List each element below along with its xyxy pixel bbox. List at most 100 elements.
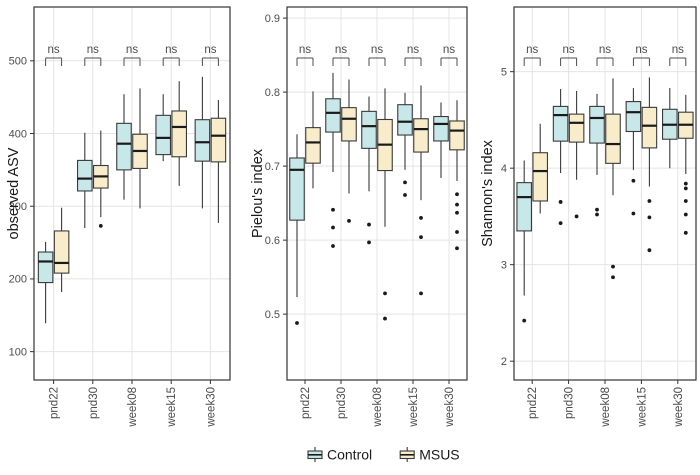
boxplot-control-pnd22 <box>516 160 533 323</box>
outlier-dot <box>383 291 387 296</box>
box-iqr <box>37 251 54 284</box>
panel-observed-asv: 100 200 300 400 500 pnd22 pnd30 week08 week15 wee… <box>6 6 231 428</box>
box-iqr <box>305 127 321 164</box>
outlier-dot <box>367 222 371 227</box>
box-iqr <box>552 105 569 142</box>
outlier-dot <box>295 321 299 325</box>
boxplot-control-week30 <box>433 102 449 178</box>
legend: Control MSUS <box>307 447 460 463</box>
box-iqr <box>361 110 377 149</box>
box-iqr <box>413 118 429 153</box>
outlier-dot <box>522 318 527 323</box>
box-iqr <box>397 104 413 136</box>
outlier-dot <box>98 223 103 228</box>
boxplot-msus-pnd22 <box>53 207 70 293</box>
box-iqr <box>341 107 357 142</box>
box-iqr <box>155 114 171 156</box>
box-iqr <box>532 152 549 202</box>
x-tick-label: pnd22 <box>300 387 312 419</box>
x-tick-label: week08 <box>600 387 612 428</box>
y-axis-title: observed ASV <box>6 147 22 239</box>
boxplot-msus-pnd22 <box>305 91 321 189</box>
ns-label: ns <box>526 44 538 56</box>
panel-border <box>286 6 468 381</box>
x-tick-label: week15 <box>166 387 178 428</box>
significance-annotation: ns <box>296 44 314 66</box>
outlier-dot <box>455 202 459 207</box>
ns-label: ns <box>443 44 455 56</box>
box-iqr <box>641 106 658 149</box>
significance-annotation: ns <box>123 44 141 66</box>
legend-key-control <box>307 447 323 462</box>
x-tick-label: pnd30 <box>564 387 576 419</box>
y-axis-title: Shannon's index <box>480 139 496 247</box>
ns-label: ns <box>672 44 684 56</box>
outlier-dot <box>574 214 579 219</box>
panel-pielou-s-index: 0.5 0.6 0.7 0.8 0.9 pnd22 pnd30 week08 week15 wee… <box>250 6 468 428</box>
boxplot-msus-week08 <box>605 78 621 280</box>
y-tick-label: 2 <box>501 356 507 368</box>
significance-annotation: ns <box>404 44 422 66</box>
x-tick-label: week30 <box>673 387 685 428</box>
outlier-dot <box>647 248 652 253</box>
x-tick-label: week30 <box>205 387 217 428</box>
y-tick-label: 100 <box>9 346 27 358</box>
legend-label: MSUS <box>419 447 459 463</box>
box-iqr <box>171 110 187 158</box>
boxplot-msus-pnd30 <box>341 79 357 223</box>
boxplot-msus-week08 <box>132 88 148 209</box>
ns-label: ns <box>371 44 383 56</box>
x-tick-label: week30 <box>444 387 456 428</box>
significance-annotation: ns <box>523 44 541 66</box>
ns-label: ns <box>599 44 611 56</box>
ns-label: ns <box>126 44 138 56</box>
box-iqr <box>516 182 533 232</box>
boxplot-msus-week30 <box>210 100 227 223</box>
box-iqr <box>568 113 585 143</box>
outlier-dot <box>631 211 636 216</box>
legend-label: Control <box>327 447 372 463</box>
boxplot-control-pnd30 <box>552 89 569 226</box>
outlier-dot <box>331 225 335 230</box>
outlier-dot <box>347 218 351 223</box>
x-tick-label: pnd30 <box>336 387 348 419</box>
boxplot-control-week30 <box>194 76 211 209</box>
boxplot-control-week15 <box>397 92 413 197</box>
outlier-dot <box>683 199 688 203</box>
outlier-dot <box>683 230 688 235</box>
x-tick-label: week15 <box>408 387 420 428</box>
boxplot-msus-pnd22 <box>532 123 549 214</box>
outlier-dot <box>455 192 459 197</box>
significance-annotation: ns <box>332 44 350 66</box>
outlier-dot <box>455 246 459 251</box>
significance-annotation: ns <box>632 44 650 66</box>
box-iqr <box>605 113 621 164</box>
boxplot-msus-week08 <box>377 88 393 321</box>
y-tick-label: 400 <box>9 128 27 140</box>
significance-annotation: ns <box>596 44 614 66</box>
outlier-dot <box>331 207 335 212</box>
ns-label: ns <box>635 44 647 56</box>
y-tick-label: 3 <box>501 259 507 271</box>
significance-annotation: ns <box>45 44 63 66</box>
significance-annotation: ns <box>560 44 578 66</box>
boxplot-msus-week15 <box>171 81 187 186</box>
boxplot-control-pnd30 <box>325 72 341 248</box>
boxplot-control-week15 <box>155 94 171 162</box>
x-tick-label: pnd22 <box>49 387 61 419</box>
significance-annotation: ns <box>368 44 386 66</box>
x-tick-label: pnd22 <box>527 387 539 419</box>
y-tick-label: 0.7 <box>265 161 280 173</box>
outlier-dot <box>647 215 652 220</box>
x-tick-label: week15 <box>636 387 648 428</box>
significance-annotation: ns <box>201 44 219 66</box>
boxplot-control-pnd22 <box>37 241 54 324</box>
panel-border <box>33 6 231 381</box>
ns-label: ns <box>299 44 311 56</box>
outlier-dot <box>647 199 652 203</box>
ns-label: ns <box>204 44 216 56</box>
outlier-dot <box>419 235 423 240</box>
x-tick-label: pnd30 <box>88 387 100 419</box>
boxplot-msus-week15 <box>641 77 658 253</box>
